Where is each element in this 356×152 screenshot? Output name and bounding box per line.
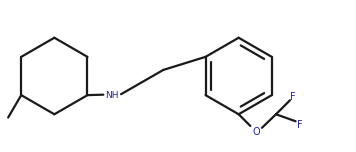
Text: F: F — [289, 92, 295, 102]
Text: F: F — [297, 119, 303, 130]
Text: O: O — [252, 127, 260, 137]
Text: NH: NH — [105, 91, 119, 100]
